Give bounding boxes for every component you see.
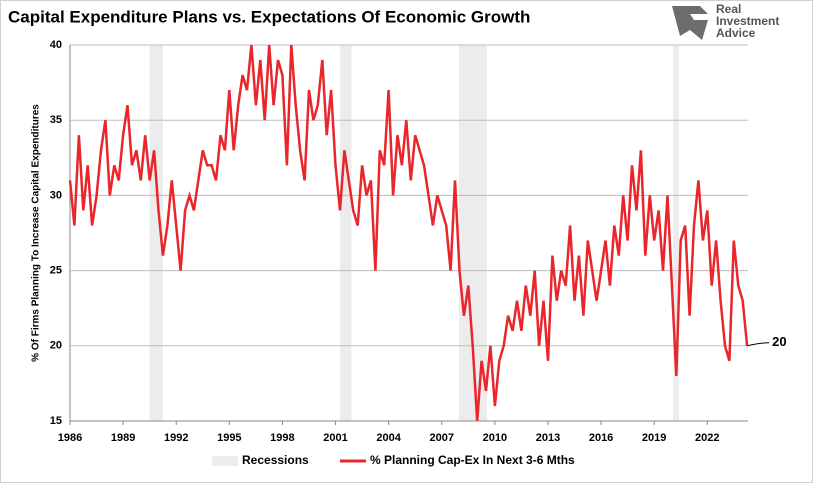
label-leader [746, 342, 770, 347]
x-tick-label: 2016 [589, 432, 613, 444]
y-tick-label: 35 [50, 114, 62, 126]
y-tick-label: 30 [50, 189, 62, 201]
x-tick-label: 2007 [430, 432, 454, 444]
legend-label: Recessions [242, 453, 309, 467]
series-line [68, 44, 749, 422]
legend-label: % Planning Cap-Ex In Next 3-6 Mths [370, 453, 575, 467]
x-tick-label: 1998 [270, 432, 294, 444]
x-tick-label: 1986 [58, 432, 82, 444]
y-axis-label: % Of Firms Planning To Increase Capital … [31, 104, 42, 362]
chart-title: Capital Expenditure Plans vs. Expectatio… [8, 7, 530, 26]
logo-text: Investment [716, 14, 779, 28]
y-tick-label: 25 [50, 265, 62, 277]
x-tick-label: 2010 [483, 432, 507, 444]
logo-icon [672, 6, 708, 40]
logo-text: Real [716, 2, 741, 16]
x-tick-label: 2019 [642, 432, 666, 444]
x-tick-label: 1995 [217, 432, 241, 444]
legend-swatch [212, 456, 238, 466]
recession-band [339, 45, 352, 421]
x-tick-label: 2013 [536, 432, 560, 444]
y-tick-label: 20 [50, 340, 62, 352]
x-tick-label: 2001 [323, 432, 347, 444]
x-tick-label: 1992 [164, 432, 188, 444]
logo-text: Advice [716, 26, 756, 40]
x-tick-label: 1989 [111, 432, 135, 444]
logo: Real Investment Advice [672, 2, 779, 40]
y-tick-label: 15 [50, 415, 62, 427]
data-label: 20 [772, 334, 786, 349]
x-tick-label: 2022 [695, 432, 719, 444]
x-tick-label: 2004 [376, 432, 401, 444]
recession-band [673, 45, 679, 421]
recession-band [149, 45, 163, 421]
y-tick-label: 40 [50, 39, 62, 51]
